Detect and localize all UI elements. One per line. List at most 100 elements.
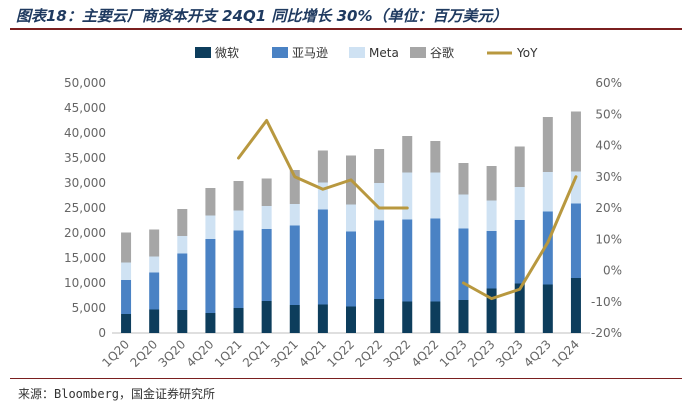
- x-tick-label: 4Q20: [184, 337, 217, 370]
- bar-segment: [374, 220, 385, 299]
- bar-segment: [402, 172, 413, 220]
- bar-segment: [261, 229, 272, 301]
- bar-segment: [177, 209, 188, 236]
- bar-segment: [402, 136, 413, 173]
- title-divider: [10, 28, 682, 30]
- y-right-tick-label: 20%: [595, 201, 622, 215]
- y-right-tick-label: 50%: [595, 107, 622, 121]
- bar-segment: [570, 111, 581, 172]
- bar-segment: [430, 172, 441, 219]
- bar-segment: [430, 218, 441, 302]
- y-left-tick-label: 15,000: [64, 251, 106, 265]
- bar-segment: [261, 301, 272, 333]
- bar-segment: [570, 278, 581, 333]
- legend-label: 亚马逊: [292, 46, 328, 60]
- yoy-line: [237, 119, 409, 210]
- y-right-tick-label: 60%: [595, 76, 622, 90]
- chart-title: 图表18：主要云厂商资本开支 24Q1 同比增长 30%（单位：百万美元）: [16, 7, 508, 25]
- y-left-tick-label: 50,000: [64, 76, 106, 90]
- y-left-tick-label: 45,000: [64, 101, 106, 115]
- bar-segment: [317, 182, 328, 210]
- bar-segment: [430, 301, 441, 333]
- bar-segment: [402, 219, 413, 302]
- bar-segment: [486, 166, 497, 201]
- y-left-tick-label: 0: [98, 326, 106, 340]
- y-left-tick-label: 10,000: [64, 276, 106, 290]
- bar-segment: [570, 171, 581, 204]
- source-note: 来源：Bloomberg，国金证券研究所: [18, 387, 216, 401]
- bar-segment: [486, 231, 497, 289]
- bar-segment: [289, 225, 300, 305]
- y-left-tick-label: 20,000: [64, 226, 106, 240]
- bar-segment: [486, 200, 497, 231]
- bar-segment: [317, 304, 328, 333]
- bar-segment: [346, 306, 356, 333]
- legend-label: 微软: [215, 46, 239, 60]
- y-right-tick-label: 40%: [595, 139, 622, 153]
- bar-segment: [121, 314, 132, 333]
- y-left-tick-label: 35,000: [64, 151, 106, 165]
- x-tick-label: 3Q23: [493, 337, 526, 370]
- bar-segment: [374, 183, 385, 221]
- bar-segment: [177, 253, 188, 310]
- bar-segment: [233, 308, 244, 333]
- y-left-tick-label: 40,000: [64, 126, 106, 140]
- bar-segment: [346, 204, 356, 232]
- bar-segment: [346, 231, 356, 307]
- bar-segment: [289, 204, 300, 226]
- y-right-tick-label: 30%: [595, 170, 622, 184]
- bar-segment: [205, 188, 216, 216]
- bar-segment: [542, 284, 553, 333]
- bar-segment: [121, 262, 132, 280]
- legend-swatch: [410, 47, 426, 58]
- bar-segment: [121, 280, 132, 314]
- bar-segment: [374, 149, 385, 183]
- x-tick-label: 2Q23: [465, 337, 498, 370]
- y-right-tick-label: -20%: [591, 326, 622, 340]
- bar-segment: [542, 211, 553, 285]
- legend-label: 谷歌: [430, 45, 454, 60]
- y-left-tick-label: 5,000: [72, 301, 106, 315]
- bar-segment: [233, 210, 244, 231]
- bar-segment: [205, 239, 216, 313]
- bar-segment: [514, 187, 525, 220]
- bar-segment: [177, 310, 188, 333]
- bar-segment: [542, 117, 553, 172]
- bar-segment: [149, 272, 160, 310]
- bar-segment: [149, 256, 160, 273]
- x-tick-label: 2Q20: [128, 337, 161, 370]
- bar-segment: [458, 228, 469, 300]
- bar-segment: [289, 305, 300, 333]
- bar-segment: [205, 215, 216, 239]
- bar-segment: [317, 150, 328, 183]
- bar-segment: [317, 209, 328, 305]
- title-bar: 图表18：主要云厂商资本开支 24Q1 同比增长 30%（单位：百万美元）: [0, 0, 692, 30]
- x-tick-label: 1Q20: [99, 337, 132, 370]
- bar-segment: [430, 141, 441, 173]
- bar-segment: [261, 178, 272, 206]
- x-tick-label: 3Q21: [268, 337, 301, 370]
- bar-segment: [121, 232, 132, 263]
- legend-label: Meta: [369, 46, 399, 60]
- y-left-tick-label: 25,000: [64, 201, 106, 215]
- chart-area: 0 5,000 10,000 15,000 20,000 25,000 30,000 35,0…: [64, 45, 622, 370]
- bar-segment: [458, 163, 469, 195]
- bar-segment: [233, 230, 244, 308]
- x-tick-label: 3Q22: [381, 337, 414, 370]
- bar-segment: [261, 206, 272, 229]
- bar-segment: [149, 309, 160, 333]
- bar-segment: [177, 236, 188, 254]
- y-right-tick-label: 0%: [603, 264, 622, 278]
- bar-segment: [233, 181, 244, 211]
- bar-segment: [458, 194, 469, 229]
- x-tick-label: 1Q24: [549, 337, 582, 370]
- bar-segment: [542, 172, 553, 212]
- bar-segment: [374, 299, 385, 333]
- legend-swatch: [272, 47, 288, 58]
- bar-segment: [205, 313, 216, 333]
- bar-segment: [570, 203, 581, 278]
- x-tick-label: 1Q23: [437, 337, 470, 370]
- bar-segment: [514, 220, 525, 284]
- bar-segment: [289, 170, 300, 204]
- x-tick-label: 4Q23: [521, 337, 554, 370]
